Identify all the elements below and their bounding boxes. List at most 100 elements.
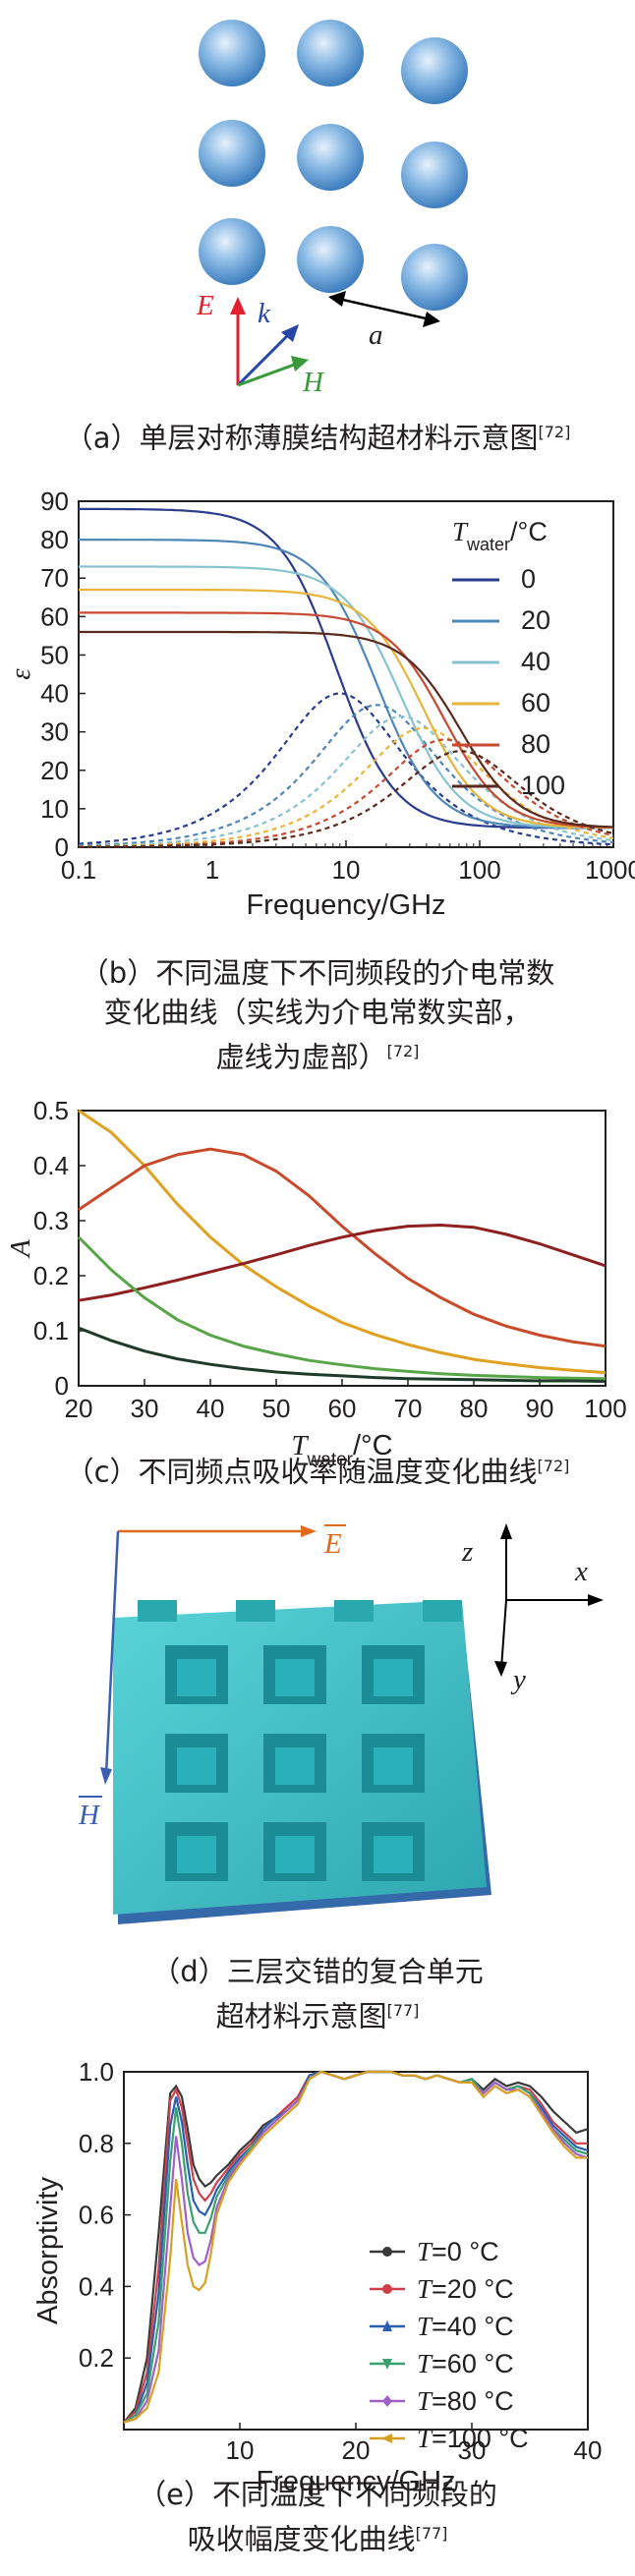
ytick-c-0.5: 0.5	[33, 1096, 69, 1125]
top-notch-2	[236, 1600, 275, 1622]
xtick-c-100: 100	[584, 1394, 626, 1423]
series-c-3	[78, 1223, 606, 1302]
legend-label-e-5: T=80 °C	[417, 2386, 514, 2416]
legend-marker-e-2	[382, 2284, 392, 2294]
sphere-9	[401, 244, 468, 311]
xtick-c-50: 50	[262, 1394, 291, 1423]
chart-e: 0.2 0.4 0.6 0.8 1.0 10 20 30 40 Frequency/GHz Abso…	[32, 2057, 603, 2497]
composite-unit-cell	[113, 1600, 491, 1924]
xlabel-c: Twater/°C	[291, 1430, 392, 1470]
k-vector-arrow	[236, 330, 293, 387]
ytick-b-70: 70	[40, 563, 69, 593]
h-label: H	[302, 367, 325, 398]
ytick-e-0.2: 0.2	[79, 2343, 114, 2373]
caption-c-text: （c）不同频点吸收率随温度变化曲线	[65, 1455, 538, 1489]
xtick-e-40: 40	[574, 2435, 603, 2465]
xtick-e-30: 30	[458, 2435, 487, 2465]
xlabel-b: Frequency/GHz	[246, 889, 445, 921]
ylabel-e: Absorptivity	[32, 2177, 64, 2324]
hole-grid	[138, 1600, 462, 1881]
xtick-c-70: 70	[394, 1394, 423, 1423]
top-notch-4	[423, 1600, 462, 1622]
caption-a: （a）单层对称薄膜结构超材料示意图[72]	[0, 413, 635, 458]
legend-marker-e-3	[382, 2320, 392, 2331]
ytick-b-40: 40	[40, 679, 69, 709]
ytick-b-50: 50	[40, 640, 69, 669]
lattice-constant-label: a	[369, 319, 383, 351]
h-field-arrow	[237, 362, 298, 387]
sphere-5	[297, 124, 364, 191]
ytick-e-0.6: 0.6	[79, 2201, 114, 2230]
h-label-d: H	[78, 1800, 101, 1831]
plot-frame-c	[78, 1110, 606, 1387]
xtick-c-60: 60	[328, 1394, 357, 1423]
ytick-c-0.3: 0.3	[33, 1206, 69, 1235]
ytick-e-1.0: 1.0	[79, 2057, 114, 2087]
legend-label-e-4: T=60 °C	[417, 2349, 514, 2378]
legend-label-100: 100	[521, 771, 565, 800]
xtick-b-1: 1	[205, 855, 219, 885]
caption-d: （d）三层交错的复合单元 超材料示意图[77]	[0, 1952, 635, 2036]
series-e-6	[123, 2070, 588, 2424]
sphere-2	[297, 20, 364, 86]
plot-frame-e	[123, 2071, 589, 2431]
xtick-b-0.1: 0.1	[61, 855, 96, 885]
xlabel-e: Frequency/GHz	[256, 2466, 455, 2497]
top-notch-3	[334, 1600, 374, 1622]
legend-label-e-3: T=40 °C	[417, 2312, 514, 2341]
panel-c: 0 0.1 0.2 0.3 0.4 0.5 20 30 40 50 60 70 80 90 100 Twate…	[0, 1089, 635, 1502]
panel-a-figure: E k H a	[196, 20, 468, 398]
caption-d-ref: [77]	[386, 2001, 420, 2020]
caption-e-line-2: 吸收幅度变化曲线	[187, 2522, 416, 2556]
series-e-3	[123, 2070, 589, 2424]
y-axis-arrow	[500, 1599, 507, 1670]
caption-b: （b）不同温度下不同频段的介电常数 变化曲线（实线为介电常数实部， 虚线为虚部）…	[0, 953, 635, 1077]
xtick-e-10: 10	[226, 2435, 255, 2465]
series-real-40	[79, 565, 614, 830]
ytick-c-0.1: 0.1	[33, 1316, 69, 1345]
series-real-80	[79, 611, 614, 829]
xtick-c-30: 30	[131, 1394, 159, 1423]
ylabel-c: A	[5, 1239, 36, 1259]
caption-c: （c）不同频点吸收率随温度变化曲线[72]	[0, 1447, 635, 1492]
ytick-b-60: 60	[40, 601, 69, 631]
series-c-4	[77, 1235, 606, 1381]
legend-title-b: Twater/°C	[452, 517, 548, 554]
caption-e-ref: [77]	[415, 2524, 448, 2543]
legend-label-60: 60	[521, 688, 550, 717]
series-real-20	[79, 539, 613, 830]
sphere-1	[199, 20, 265, 86]
legend-label-80: 80	[521, 729, 550, 759]
xtick-c-20: 20	[65, 1394, 93, 1423]
xtick-c-80: 80	[460, 1394, 489, 1423]
series-real-100	[79, 630, 614, 829]
xtick-c-40: 40	[197, 1394, 225, 1423]
ytick-c-0.2: 0.2	[33, 1261, 69, 1290]
caption-d-line-1: （d）三层交错的复合单元	[151, 1955, 484, 1988]
caption-a-ref: [72]	[538, 423, 571, 441]
h-field-arrow-d	[104, 1530, 120, 1776]
legend-label-20: 20	[521, 605, 550, 635]
series-e-4	[123, 2070, 589, 2424]
k-label: k	[258, 298, 271, 329]
legend-label-e-1: T=0 °C	[417, 2237, 499, 2266]
ytick-b-0: 0	[55, 832, 69, 862]
legend-marker-e-6	[381, 2433, 392, 2443]
ytick-b-80: 80	[40, 525, 69, 554]
caption-a-text: （a）单层对称薄膜结构超材料示意图	[64, 421, 539, 455]
series-imag-40	[78, 715, 614, 848]
sphere-array	[199, 20, 468, 311]
caption-e: （e）不同温度下不同频段的 吸收幅度变化曲线[77]	[0, 2475, 635, 2559]
caption-e-line-1: （e）不同温度下不同频段的	[138, 2478, 497, 2511]
series-c-1	[78, 1109, 606, 1375]
caption-c-ref: [72]	[537, 1457, 570, 1475]
sphere-4	[199, 120, 265, 187]
legend-label-e-6: T=100 °C	[417, 2424, 529, 2453]
ytick-b-90: 90	[40, 487, 69, 516]
xtick-b-1000: 1000	[585, 855, 635, 885]
series-imag-60	[78, 726, 614, 848]
series-c-5	[78, 1326, 606, 1383]
xtick-b-100: 100	[458, 855, 500, 885]
ytick-b-30: 30	[40, 717, 69, 747]
